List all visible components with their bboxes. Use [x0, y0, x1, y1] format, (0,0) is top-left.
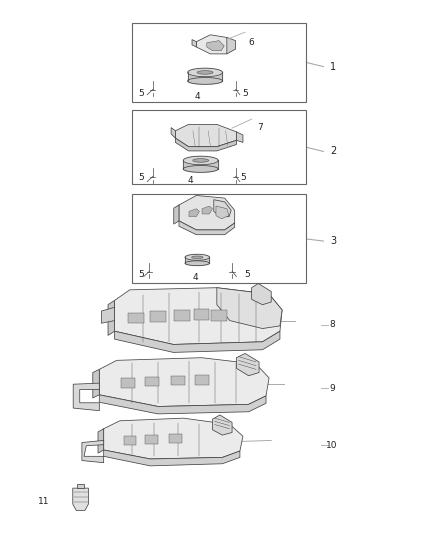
Text: 1: 1 [330, 62, 336, 71]
Polygon shape [128, 313, 144, 323]
Polygon shape [104, 450, 240, 466]
Polygon shape [170, 434, 182, 442]
Polygon shape [176, 138, 237, 151]
Polygon shape [211, 310, 227, 320]
Bar [132, 195, 306, 284]
Text: 4: 4 [194, 92, 200, 101]
Text: 5: 5 [138, 270, 144, 279]
Polygon shape [102, 308, 115, 323]
Polygon shape [124, 436, 136, 445]
Polygon shape [73, 383, 99, 411]
Polygon shape [216, 206, 229, 219]
Polygon shape [197, 71, 213, 74]
Polygon shape [145, 435, 158, 443]
Polygon shape [145, 377, 159, 386]
Polygon shape [104, 418, 243, 459]
Polygon shape [185, 254, 209, 260]
Text: 5: 5 [244, 270, 250, 279]
Text: 5: 5 [138, 89, 144, 98]
Polygon shape [120, 378, 134, 388]
Polygon shape [194, 309, 209, 319]
Text: 4: 4 [192, 273, 198, 282]
Polygon shape [184, 156, 218, 165]
Polygon shape [189, 209, 199, 216]
Polygon shape [82, 440, 104, 463]
Polygon shape [73, 488, 88, 511]
Polygon shape [237, 353, 259, 376]
Polygon shape [171, 127, 176, 138]
Polygon shape [192, 256, 203, 259]
Polygon shape [193, 159, 208, 162]
Text: 4: 4 [188, 175, 194, 184]
Polygon shape [185, 257, 209, 263]
Text: 7: 7 [258, 123, 263, 132]
Text: 11: 11 [38, 497, 50, 506]
Bar [132, 22, 306, 102]
Polygon shape [98, 429, 104, 453]
Polygon shape [196, 35, 231, 54]
Polygon shape [179, 221, 235, 235]
Polygon shape [176, 124, 237, 147]
Text: 9: 9 [329, 384, 335, 393]
Text: 6: 6 [249, 38, 254, 47]
Polygon shape [237, 132, 243, 142]
Polygon shape [252, 284, 271, 305]
Polygon shape [192, 39, 196, 47]
Polygon shape [171, 376, 185, 385]
Polygon shape [174, 205, 179, 224]
Polygon shape [202, 206, 212, 214]
Polygon shape [188, 68, 223, 77]
Polygon shape [179, 196, 235, 230]
Polygon shape [187, 72, 223, 81]
Polygon shape [184, 160, 218, 169]
Polygon shape [227, 37, 236, 54]
Text: 10: 10 [326, 441, 338, 450]
Polygon shape [99, 395, 266, 414]
Polygon shape [115, 288, 282, 344]
Polygon shape [93, 369, 99, 398]
Polygon shape [108, 301, 115, 335]
Polygon shape [174, 310, 190, 320]
Polygon shape [207, 41, 224, 51]
Bar [132, 110, 306, 184]
Polygon shape [194, 375, 208, 385]
Text: 5: 5 [242, 89, 248, 98]
Text: 5: 5 [240, 173, 246, 182]
Polygon shape [150, 311, 166, 321]
Polygon shape [77, 484, 84, 488]
Polygon shape [99, 358, 269, 407]
Text: 8: 8 [329, 320, 335, 329]
Text: 2: 2 [330, 147, 336, 157]
Polygon shape [214, 200, 231, 216]
Text: 3: 3 [330, 236, 336, 246]
Polygon shape [212, 415, 232, 435]
Polygon shape [217, 288, 282, 328]
Polygon shape [188, 77, 223, 84]
Polygon shape [184, 166, 218, 172]
Polygon shape [185, 261, 209, 265]
Polygon shape [115, 331, 280, 352]
Text: 5: 5 [138, 173, 144, 182]
